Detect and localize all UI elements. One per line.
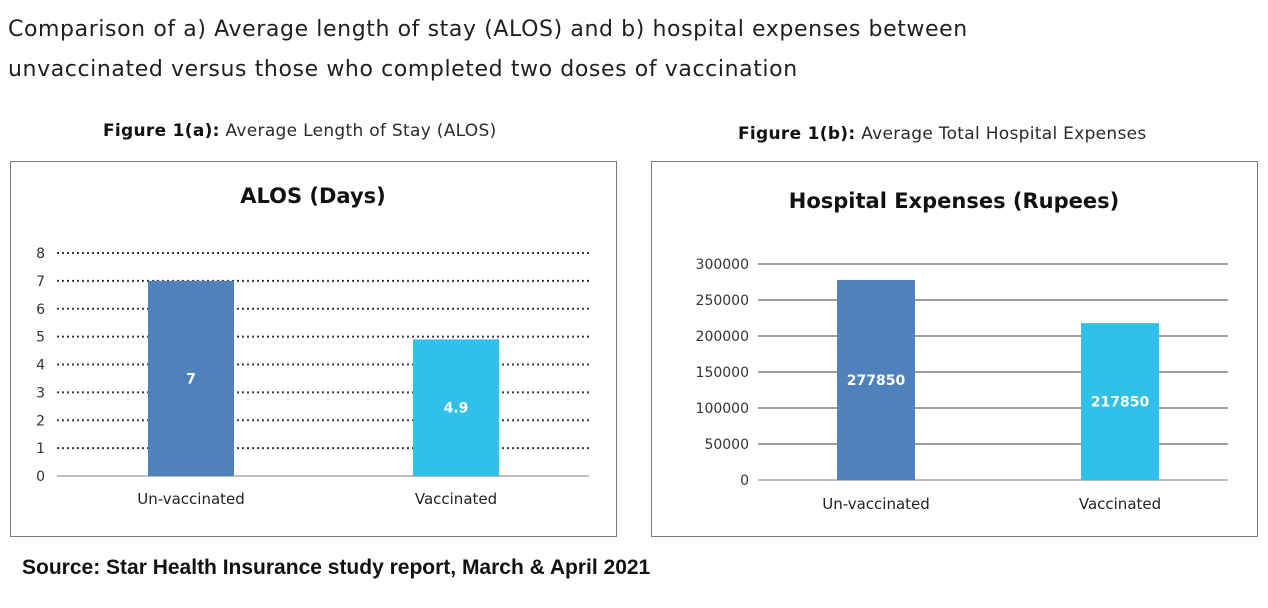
alos-chart: ALOS (Days) 0 1 2 3 4 5 6 7 8 7 Un-vaccinated 4.9 Vac…	[36, 184, 589, 508]
expenses-bar-unvaccinated	[837, 279, 915, 480]
expenses-y-tick-label: 0	[740, 473, 749, 489]
alos-y-tick-label: 1	[36, 441, 45, 457]
alos-data-label: 7	[186, 371, 196, 387]
source-note: Source: Star Health Insurance study repo…	[22, 556, 651, 579]
figure-b-caption: Figure 1(b): Average Total Hospital Expe…	[738, 124, 1147, 144]
alos-y-tick-label: 5	[36, 330, 45, 346]
expenses-chart-panel: Hospital Expenses (Rupees) 0 50000 100000 15…	[651, 161, 1258, 537]
expenses-y-tick-label: 150000	[696, 365, 749, 381]
figure-b-caption-text: Average Total Hospital Expenses	[855, 124, 1147, 144]
figure-a-caption-text: Average Length of Stay (ALOS)	[219, 121, 497, 141]
alos-y-tick-label: 0	[36, 469, 45, 485]
heading-line-2: unvaccinated versus those who completed …	[8, 57, 798, 82]
heading-line-1: Comparison of a) Average length of stay …	[8, 17, 968, 42]
page-heading: Comparison of a) Average length of stay …	[8, 10, 1108, 90]
alos-bar-vaccinated	[413, 339, 499, 476]
alos-y-tick-label: 2	[36, 413, 45, 429]
expenses-y-tick-label: 50000	[704, 437, 749, 453]
alos-category-label: Vaccinated	[415, 490, 497, 508]
figure-a-caption: Figure 1(a): Average Length of Stay (ALO…	[103, 121, 497, 141]
expenses-y-tick-label: 200000	[696, 329, 749, 345]
expenses-category-label: Vaccinated	[1079, 495, 1161, 513]
alos-chart-title: ALOS (Days)	[240, 184, 386, 208]
figure-b-caption-label: Figure 1(b):	[738, 124, 856, 144]
alos-bar-unvaccinated	[148, 280, 234, 476]
expenses-y-tick-label: 300000	[696, 257, 749, 273]
expenses-chart-title: Hospital Expenses (Rupees)	[789, 189, 1119, 213]
alos-y-tick-label: 3	[36, 385, 45, 401]
alos-y-tick-label: 4	[36, 358, 45, 374]
alos-chart-panel: ALOS (Days) 0 1 2 3 4 5 6 7 8 7 Un-vaccinated 4.9 Vac…	[10, 161, 617, 537]
expenses-data-label: 217850	[1091, 395, 1150, 411]
alos-data-label: 4.9	[444, 401, 469, 417]
figure-a-caption-label: Figure 1(a):	[103, 121, 220, 141]
expenses-bar-vaccinated	[1081, 323, 1159, 480]
alos-y-tick-label: 8	[36, 246, 45, 262]
alos-y-tick-label: 7	[36, 274, 45, 290]
expenses-category-label: Un-vaccinated	[822, 495, 930, 513]
alos-category-label: Un-vaccinated	[137, 490, 245, 508]
alos-y-tick-label: 6	[36, 302, 45, 318]
expenses-y-tick-label: 100000	[696, 401, 749, 417]
expenses-y-tick-label: 250000	[696, 293, 749, 309]
expenses-data-label: 277850	[847, 373, 906, 389]
expenses-chart: Hospital Expenses (Rupees) 0 50000 100000 15…	[696, 189, 1228, 513]
